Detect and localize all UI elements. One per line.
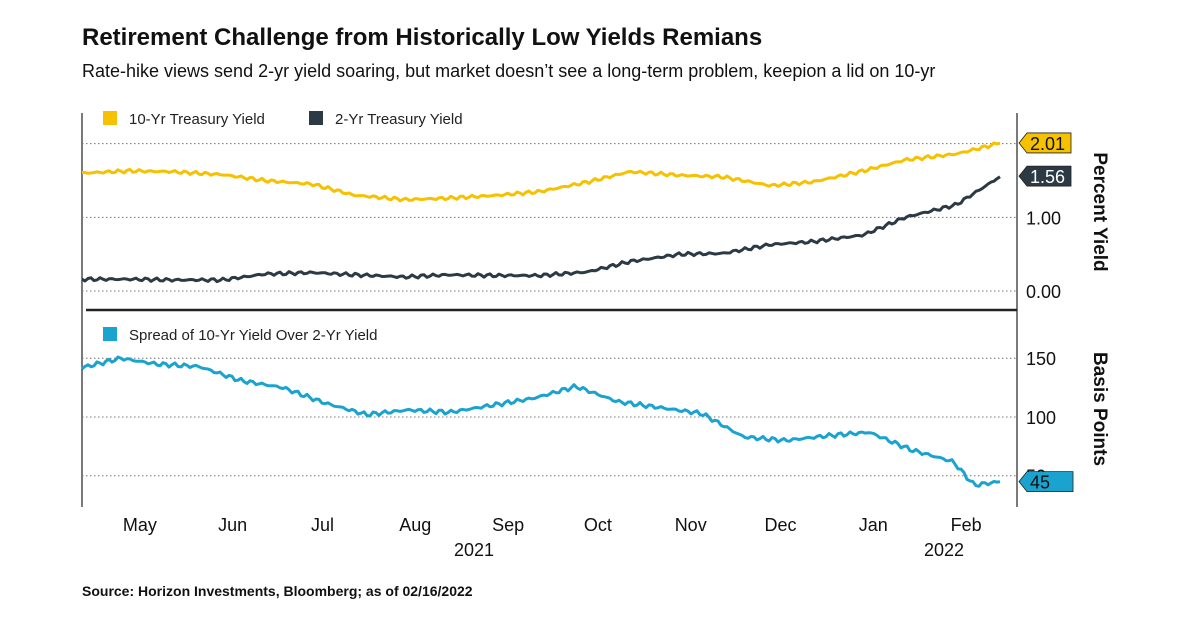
x-tick-label: Oct (584, 515, 612, 535)
y-axis-title-top: Percent Yield (1089, 152, 1110, 271)
x-tick-label: Nov (675, 515, 707, 535)
source-note: Source: Horizon Investments, Bloomberg; … (82, 583, 473, 599)
y-tick-label: 150 (1026, 349, 1056, 369)
end-value-tag (1018, 132, 1072, 154)
legend-swatch-2yr (309, 111, 323, 125)
x-tick-label: May (123, 515, 157, 535)
year-label-2021: 2021 (454, 540, 494, 560)
chart-title: Retirement Challenge from Historically L… (82, 24, 763, 51)
end-value-label: 2.01 (1030, 134, 1065, 154)
x-tick-label: Aug (399, 515, 431, 535)
x-tick-label: Jul (311, 515, 334, 535)
end-value-label: 1.56 (1030, 167, 1065, 187)
x-tick-label: Dec (764, 515, 796, 535)
legend-label-spread: Spread of 10-Yr Yield Over 2-Yr Yield (129, 327, 377, 344)
end-value-tag (1018, 165, 1072, 187)
legend-swatch-spread (103, 327, 117, 341)
legend-label-2yr: 2-Yr Treasury Yield (335, 111, 463, 128)
y-tick-label: 0.00 (1026, 282, 1061, 302)
x-tick-label: Feb (951, 515, 982, 535)
series-line-ten-year (82, 141, 1001, 203)
y-tick-label: 100 (1026, 408, 1056, 428)
x-tick-label: Sep (492, 515, 524, 535)
series-line-two-year (81, 175, 1001, 284)
legend-label-10yr: 10-Yr Treasury Yield (129, 111, 265, 128)
x-tick-label: Jun (218, 515, 247, 535)
end-value-label: 45 (1030, 473, 1050, 493)
year-label-2022: 2022 (924, 540, 964, 560)
end-value-tag (1018, 471, 1074, 492)
y-tick-label: 1.00 (1026, 208, 1061, 228)
legend-swatch-10yr (103, 111, 117, 125)
y-axis-title-bottom: Basis Points (1089, 352, 1110, 466)
x-tick-label: Jan (859, 515, 888, 535)
chart-subtitle: Rate-hike views send 2-yr yield soaring,… (82, 61, 936, 81)
series-line-spread (81, 355, 1001, 488)
